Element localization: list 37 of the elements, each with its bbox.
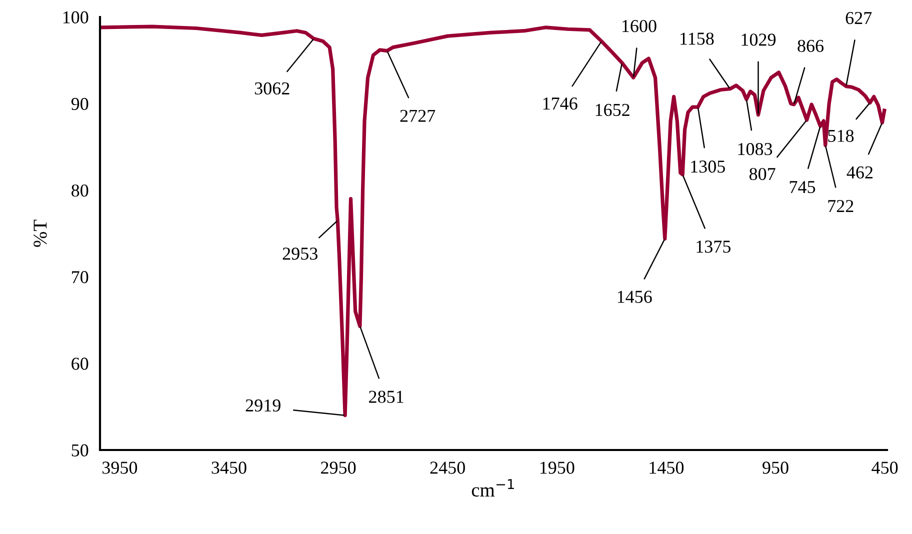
y-tick-label: 50 xyxy=(72,444,88,456)
annotation: 1600 xyxy=(622,20,656,32)
y-axis-title: %T xyxy=(34,220,47,247)
annotation: 627 xyxy=(846,12,872,24)
annotation: 1158 xyxy=(680,32,714,45)
x-tick-label: 3450 xyxy=(212,462,246,474)
annotation: 1305 xyxy=(691,160,725,173)
x-tick-label: 450 xyxy=(872,462,898,474)
annotation: 1029 xyxy=(742,34,776,46)
y-tick-label: 90 xyxy=(71,98,88,110)
x-tick-label: 1450 xyxy=(650,462,684,474)
annotation: 2851 xyxy=(369,390,404,403)
annotation: 3062 xyxy=(254,82,290,95)
annotation: 1456 xyxy=(618,290,652,303)
annotation: 1746 xyxy=(543,98,578,110)
y-tick-label: 60 xyxy=(72,358,88,370)
annotation: 807 xyxy=(749,168,776,180)
annotation: 2727 xyxy=(400,110,436,122)
annotation: 2919 xyxy=(246,399,280,412)
annotation: 866 xyxy=(798,40,824,52)
x-tick-label: 3950 xyxy=(102,462,138,474)
annotation: 462 xyxy=(846,166,873,179)
y-tick-label: 80 xyxy=(72,184,88,197)
x-tick-label: 2450 xyxy=(430,462,465,474)
annotation: 1083 xyxy=(738,142,772,156)
x-tick-label: 2950 xyxy=(321,462,356,474)
annotation: 1652 xyxy=(596,104,630,116)
y-tick-label: 70 xyxy=(72,271,88,284)
x-tick-label: 1950 xyxy=(540,462,574,474)
x-tick-label: 950 xyxy=(762,462,788,474)
annotation: 2953 xyxy=(282,248,318,260)
annotation: 745 xyxy=(790,181,816,194)
annotation: 518 xyxy=(828,130,854,142)
annotation: 722 xyxy=(828,200,854,212)
x-axis-title: cm$^{−1}$ xyxy=(472,479,514,497)
y-tick-label: 100 xyxy=(63,11,88,24)
annotation: 1375 xyxy=(696,240,731,253)
